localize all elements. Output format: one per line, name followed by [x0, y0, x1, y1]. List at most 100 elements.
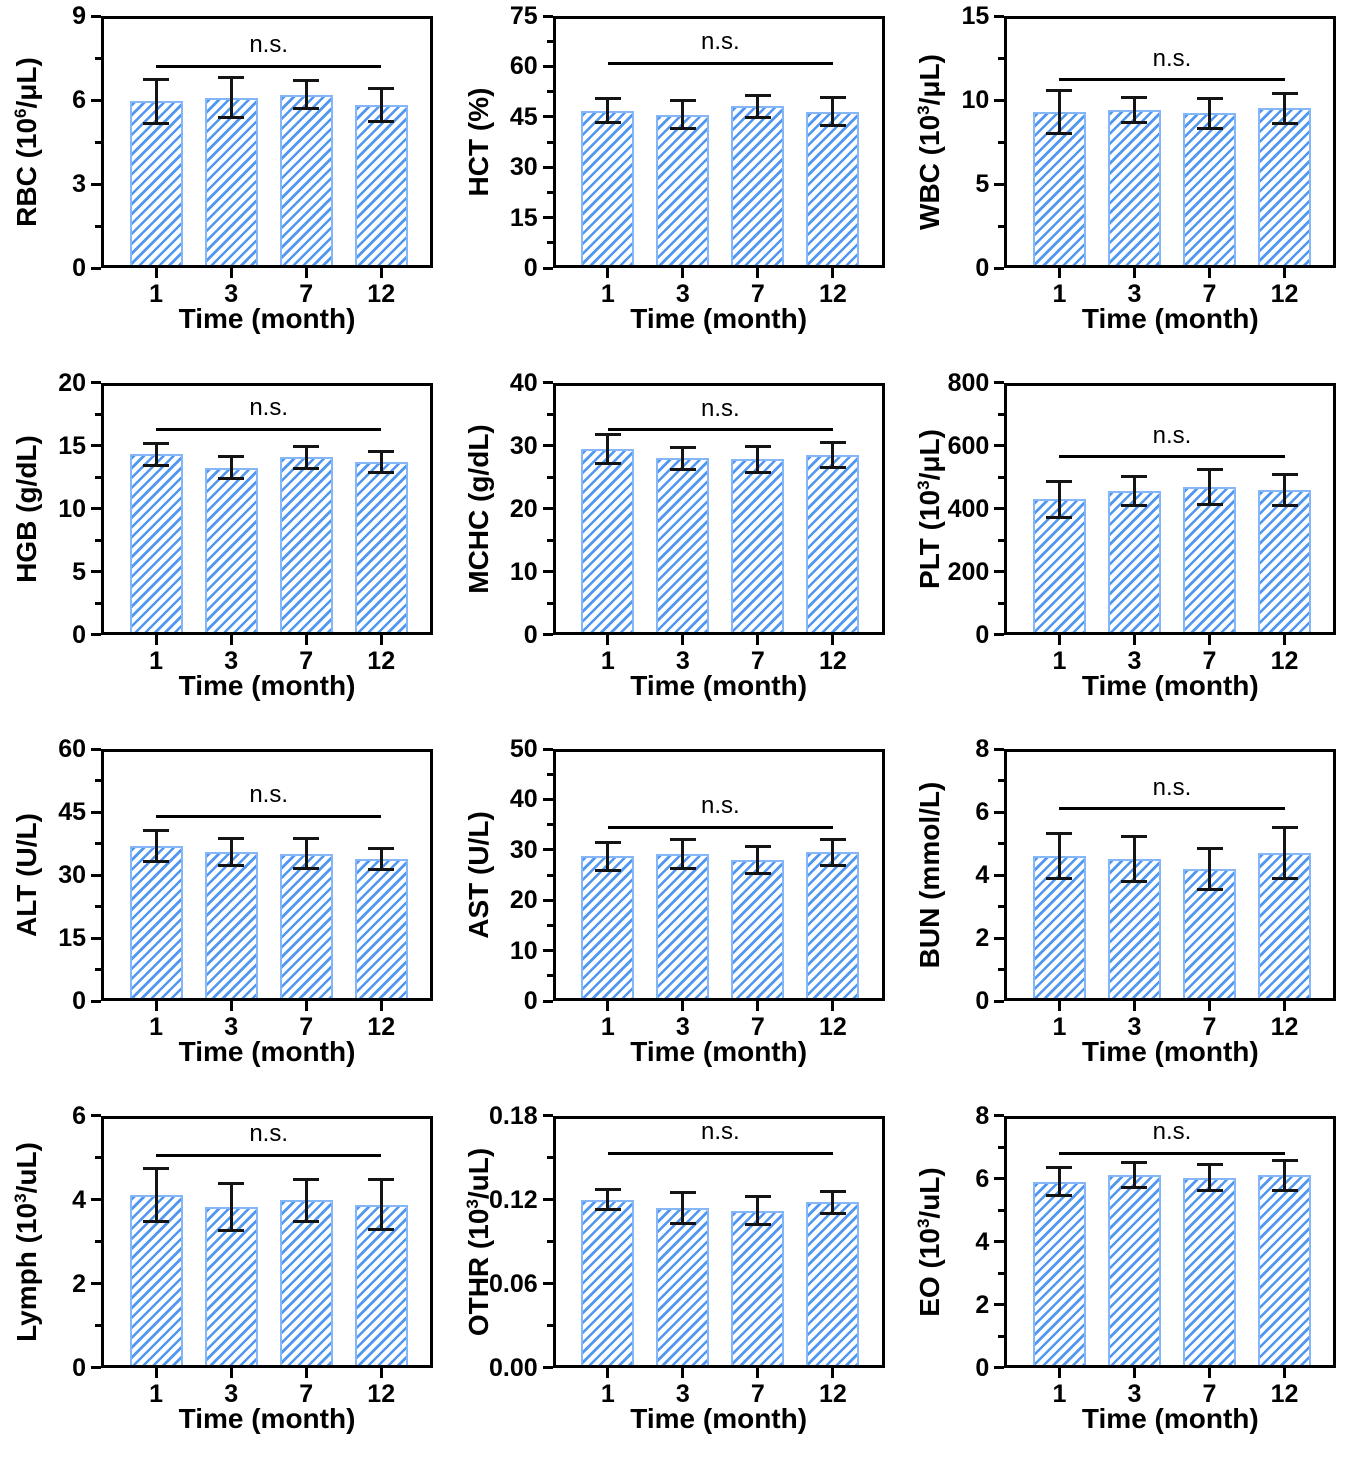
- error-bar-cap-top: [744, 444, 771, 448]
- error-bar-cap-top: [669, 1191, 696, 1194]
- error-bar-cap-bottom: [1121, 880, 1148, 884]
- x-tick-label: 12: [818, 1379, 847, 1408]
- y-tick-label: 0: [72, 987, 86, 1015]
- y-tick: [542, 848, 553, 852]
- y-tick: [994, 873, 1005, 877]
- x-tick: [681, 268, 685, 278]
- y-tick-label: 45: [509, 102, 538, 131]
- x-tick-label: 7: [750, 280, 765, 308]
- error-bar-stem: [1208, 848, 1211, 890]
- bar-month-1: [1032, 1181, 1086, 1368]
- x-tick-label: 3: [224, 1013, 239, 1041]
- bar-month-1: [129, 846, 183, 1001]
- y-tick-label: 15: [509, 203, 538, 232]
- plot-area: n.s.: [1004, 383, 1336, 635]
- y-minor-tick: [95, 842, 101, 845]
- x-tick-label: 3: [224, 1379, 239, 1408]
- ns-significance-line: [1059, 807, 1285, 811]
- y-tick: [91, 182, 101, 186]
- y-tick-label: 6: [975, 1164, 990, 1193]
- y-tick-label: 9: [72, 2, 86, 30]
- y-minor-tick: [546, 772, 553, 776]
- x-tick: [1208, 634, 1211, 645]
- x-tick: [756, 1001, 760, 1011]
- error-bar-cap-top: [293, 444, 320, 448]
- bar-month-12: [354, 859, 408, 1001]
- y-minor-tick: [95, 1156, 101, 1159]
- y-minor-tick: [998, 412, 1005, 416]
- y-tick: [542, 216, 553, 220]
- error-bar-cap-top: [368, 449, 395, 453]
- error-bar-stem: [606, 98, 610, 123]
- y-tick-label: 0: [975, 620, 990, 649]
- plot-area: n.s.: [1004, 16, 1336, 268]
- y-tick-label: 60: [509, 52, 538, 81]
- bar-month-3: [1107, 491, 1161, 635]
- x-tick-label: 12: [367, 280, 396, 308]
- x-tick: [1208, 1001, 1211, 1011]
- error-bar-cap-top: [1271, 472, 1298, 476]
- error-bar-stem: [304, 1179, 308, 1222]
- error-bar-stem: [379, 451, 383, 473]
- y-minor-tick: [546, 412, 553, 416]
- x-tick-label: 7: [299, 280, 314, 308]
- error-bar-stem: [681, 839, 685, 869]
- x-tick-label: 3: [224, 280, 239, 308]
- x-tick: [681, 634, 685, 645]
- bar-month-7: [279, 853, 333, 1001]
- ns-significance-line: [607, 1151, 833, 1155]
- error-bar-stem: [1283, 827, 1287, 879]
- x-tick: [304, 1367, 308, 1378]
- x-axis-title: Time (month): [630, 1402, 808, 1434]
- y-minor-tick: [998, 140, 1005, 144]
- error-bar-cap-top: [143, 442, 170, 446]
- x-tick: [1132, 634, 1136, 645]
- error-bar-cap-bottom: [293, 107, 320, 111]
- x-tick: [229, 268, 233, 278]
- y-minor-tick: [95, 56, 101, 60]
- y-minor-tick: [998, 475, 1005, 479]
- error-bar-stem: [756, 846, 760, 874]
- error-bar-cap-bottom: [1271, 122, 1298, 126]
- y-tick-label: 2: [975, 1290, 990, 1319]
- y-tick-label: 75: [509, 2, 538, 30]
- y-minor-tick: [998, 224, 1005, 228]
- ns-significance-line: [156, 64, 382, 68]
- error-bar-stem: [756, 95, 760, 118]
- ns-significance-line: [156, 1153, 382, 1157]
- y-axis-title-text: AST (U/L): [462, 811, 494, 939]
- y-tick: [994, 633, 1005, 636]
- plot-area: n.s.: [1004, 1116, 1336, 1368]
- y-minor-tick: [546, 190, 553, 194]
- x-tick-label: 7: [299, 1013, 314, 1041]
- x-tick-label: 1: [600, 1379, 615, 1408]
- y-minor-tick: [998, 779, 1005, 782]
- y-axis-title-unit: /uL): [11, 1141, 43, 1193]
- error-bar-cap-bottom: [368, 868, 395, 872]
- error-bar-stem: [831, 1191, 835, 1214]
- x-axis-title: Time (month): [178, 669, 356, 701]
- bar-month-12: [354, 1204, 408, 1368]
- error-bar-stem: [304, 446, 308, 469]
- error-bar-cap-top: [669, 99, 696, 103]
- y-tick: [994, 1114, 1005, 1117]
- y-tick-label: 30: [509, 153, 538, 182]
- x-tick: [831, 1367, 835, 1378]
- bar-month-12: [806, 1202, 860, 1368]
- y-minor-tick: [998, 1208, 1005, 1212]
- bar-month-12: [354, 461, 408, 635]
- y-minor-tick: [95, 475, 101, 479]
- error-bar-stem: [1057, 90, 1061, 134]
- x-tick-label: 7: [750, 1013, 765, 1041]
- error-bar-cap-top: [218, 455, 245, 459]
- y-tick: [994, 810, 1005, 814]
- y-minor-tick: [998, 1145, 1005, 1149]
- error-bar-stem: [681, 1192, 685, 1224]
- error-bar-cap-bottom: [669, 1221, 696, 1225]
- x-tick: [1057, 634, 1061, 645]
- y-tick: [994, 182, 1005, 186]
- y-minor-tick: [546, 140, 553, 144]
- y-tick-label: 20: [58, 368, 86, 397]
- x-tick: [1283, 634, 1287, 645]
- error-bar-stem: [606, 1189, 610, 1210]
